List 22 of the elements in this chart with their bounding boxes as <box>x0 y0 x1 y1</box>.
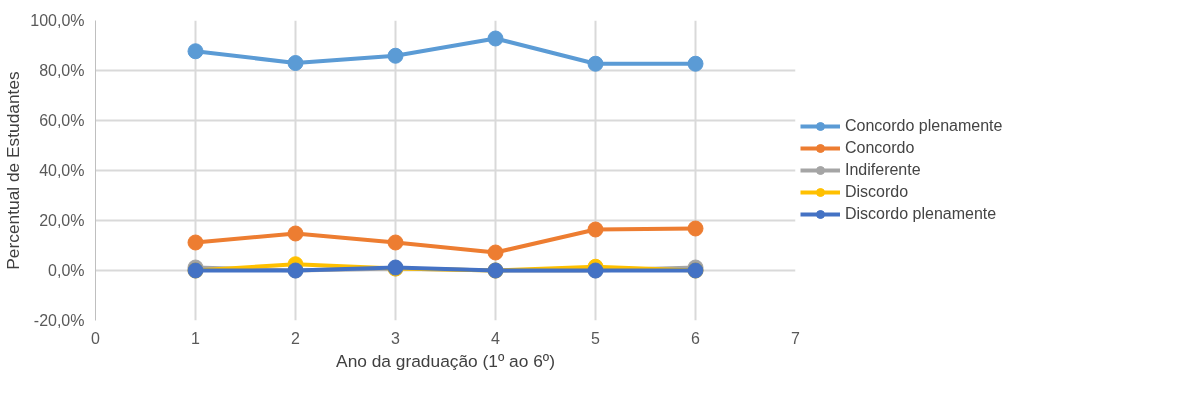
x-tick-label: 3 <box>391 329 401 347</box>
legend-label: Discordo <box>845 183 909 201</box>
y-tick-label: 20,0% <box>39 212 85 229</box>
x-tick-label: 7 <box>791 329 801 347</box>
x-tick-label: 4 <box>491 329 501 347</box>
y-tick-label: -20,0% <box>33 312 85 329</box>
x-axis-title: Ano da graduação (1º ao 6º) <box>336 350 555 371</box>
y-axis-title: Percentual de Estudantes <box>3 70 24 270</box>
x-tick-label: 2 <box>291 329 301 347</box>
y-tick-label: 100,0% <box>30 12 85 29</box>
x-tick-label: 0 <box>91 329 101 347</box>
y-tick-label: 80,0% <box>39 62 85 79</box>
y-tick-label: 0,0% <box>48 262 85 279</box>
legend-label: Concordo plenamente <box>845 117 1003 135</box>
y-tick-label: 40,0% <box>39 162 85 179</box>
legend-label: Concordo <box>845 139 915 157</box>
legend-label: Discordo plenamente <box>845 205 997 223</box>
x-tick-label: 5 <box>591 329 601 347</box>
x-tick-label: 6 <box>691 329 701 347</box>
x-tick-label: 1 <box>191 329 201 347</box>
legend-label: Indiferente <box>845 161 921 179</box>
y-tick-label: 60,0% <box>39 112 85 129</box>
